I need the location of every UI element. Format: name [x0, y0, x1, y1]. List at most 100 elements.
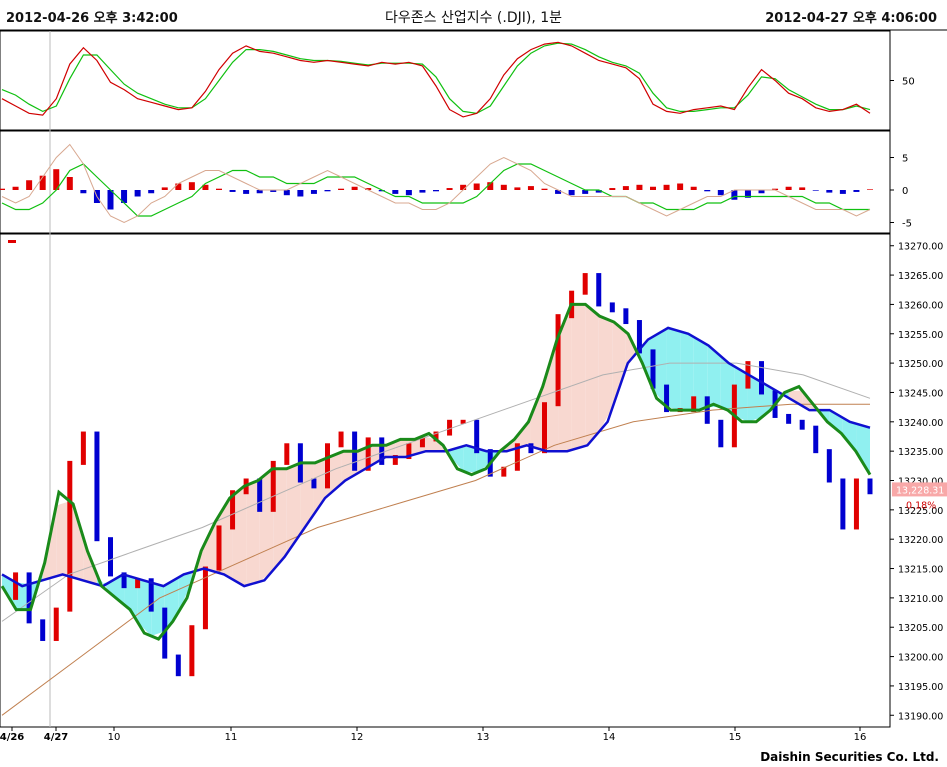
price-candle [582, 273, 588, 295]
price-candle [379, 437, 385, 465]
macd-histogram-bar [555, 190, 562, 194]
price-tick-label: 13265.00 [898, 271, 943, 282]
price-candle [636, 320, 642, 354]
price-frame [0, 233, 891, 728]
price-candle [501, 466, 507, 477]
ma-band-fill [707, 344, 721, 408]
ma-band-fill [639, 336, 653, 390]
ma-band-fill [598, 315, 613, 433]
price-candle [528, 443, 534, 454]
x-tick-label: 16 [854, 732, 867, 743]
macd-histogram-bar [310, 190, 317, 194]
macd-histogram-bar [867, 189, 873, 190]
price-tick-label: 13245.00 [898, 388, 943, 399]
price-candle [94, 431, 100, 542]
price-candle [80, 431, 86, 465]
macd-histogram-bar [500, 184, 507, 190]
ma-band-fill [368, 445, 382, 468]
stoch-d-line [1, 42, 871, 114]
ma-band-fill [449, 446, 464, 472]
price-candle [799, 419, 805, 430]
macd-histogram-bar [270, 190, 277, 192]
macd-histogram-bar [107, 190, 114, 210]
macd-histogram-bar [839, 190, 846, 194]
price-candle [609, 302, 615, 313]
macd-histogram-bar [12, 186, 19, 190]
macd-histogram-bar [405, 190, 412, 196]
macd-histogram-bar [636, 184, 643, 190]
macd-histogram-bar [772, 188, 779, 190]
macd-histogram-bar [433, 190, 439, 192]
price-candle [555, 314, 561, 407]
price-candle [175, 654, 181, 677]
price-tick-label: 13215.00 [898, 565, 943, 576]
price-candle [108, 537, 113, 577]
price-candle [813, 425, 819, 454]
macd-histogram-bar [39, 175, 46, 190]
macd-histogram-bar [121, 190, 128, 203]
price-candle [202, 566, 208, 630]
macd-histogram-bar [744, 190, 751, 198]
macd-histogram-bar [216, 188, 222, 190]
macd-histogram-bar [460, 184, 467, 190]
price-candle [853, 478, 859, 530]
price-tick-label: 13260.00 [898, 300, 943, 311]
price-candle [406, 443, 412, 460]
x-tick-label: 12 [351, 732, 364, 743]
stoch-k-line [1, 41, 871, 118]
price-candle [338, 431, 344, 448]
ma-band-fill [653, 328, 667, 407]
macd-histogram-bar [758, 190, 765, 194]
price-candle [284, 443, 290, 465]
last-price-label: 13,228.31 [896, 485, 944, 496]
macd-tick-label: 5 [902, 154, 908, 165]
price-tick-label: 13220.00 [898, 535, 943, 546]
price-tick-label: 13255.00 [898, 330, 943, 341]
ma-band-fill [259, 468, 274, 582]
price-tick-label: 13235.00 [898, 447, 943, 458]
price-candle [623, 308, 629, 325]
ma-band-fill [219, 495, 233, 580]
ma-band-fill [273, 468, 287, 571]
macd-histogram-bar [297, 190, 304, 197]
ma-band-fill [422, 436, 436, 453]
x-tick-label: 4/27 [44, 732, 69, 743]
macd-histogram-bar [161, 187, 168, 190]
ma-band-fill [15, 582, 30, 610]
macd-signal-line [1, 163, 870, 217]
price-tick-label: 13210.00 [898, 594, 943, 605]
price-candle [392, 455, 398, 465]
ma-band-fill [788, 390, 803, 406]
macd-frame [0, 130, 891, 234]
macd-histogram-bar [650, 186, 656, 190]
macd-histogram-bar [812, 190, 819, 191]
price-candle [596, 273, 602, 307]
x-tick-label: 10 [108, 732, 121, 743]
price-candle [13, 572, 19, 600]
price-candle [867, 478, 873, 495]
macd-histogram-bar [663, 184, 670, 190]
ma-band-fill [56, 501, 70, 577]
price-tick-label: 13230.00 [898, 477, 943, 488]
x-tick-label: 11 [225, 732, 238, 743]
chart-header: 2012-04-26 오후 3:42:00 다우존스 산업지수 (.DJI), … [0, 0, 947, 30]
price-candle [650, 349, 656, 389]
macd-histogram-bar [473, 183, 480, 190]
macd-histogram-bar [514, 187, 521, 190]
ma-band-fill [612, 321, 626, 409]
end-timestamp: 2012-04-27 오후 4:06:00 [765, 11, 937, 26]
macd-histogram-bar [66, 177, 73, 190]
price-candle [189, 625, 195, 677]
macd-histogram-bar [338, 188, 345, 190]
price-candle [40, 619, 46, 641]
ma-band-fill [110, 574, 125, 605]
macd-tick-label: -5 [902, 219, 912, 230]
macd-histogram-bar [622, 186, 629, 190]
ma-band-fill [137, 578, 152, 636]
ma-band-fill [463, 446, 477, 473]
macd-histogram-bar [378, 190, 385, 192]
macd-histogram-bar [731, 190, 738, 200]
macd-histogram-bar [365, 188, 372, 190]
price-candle [691, 396, 697, 413]
